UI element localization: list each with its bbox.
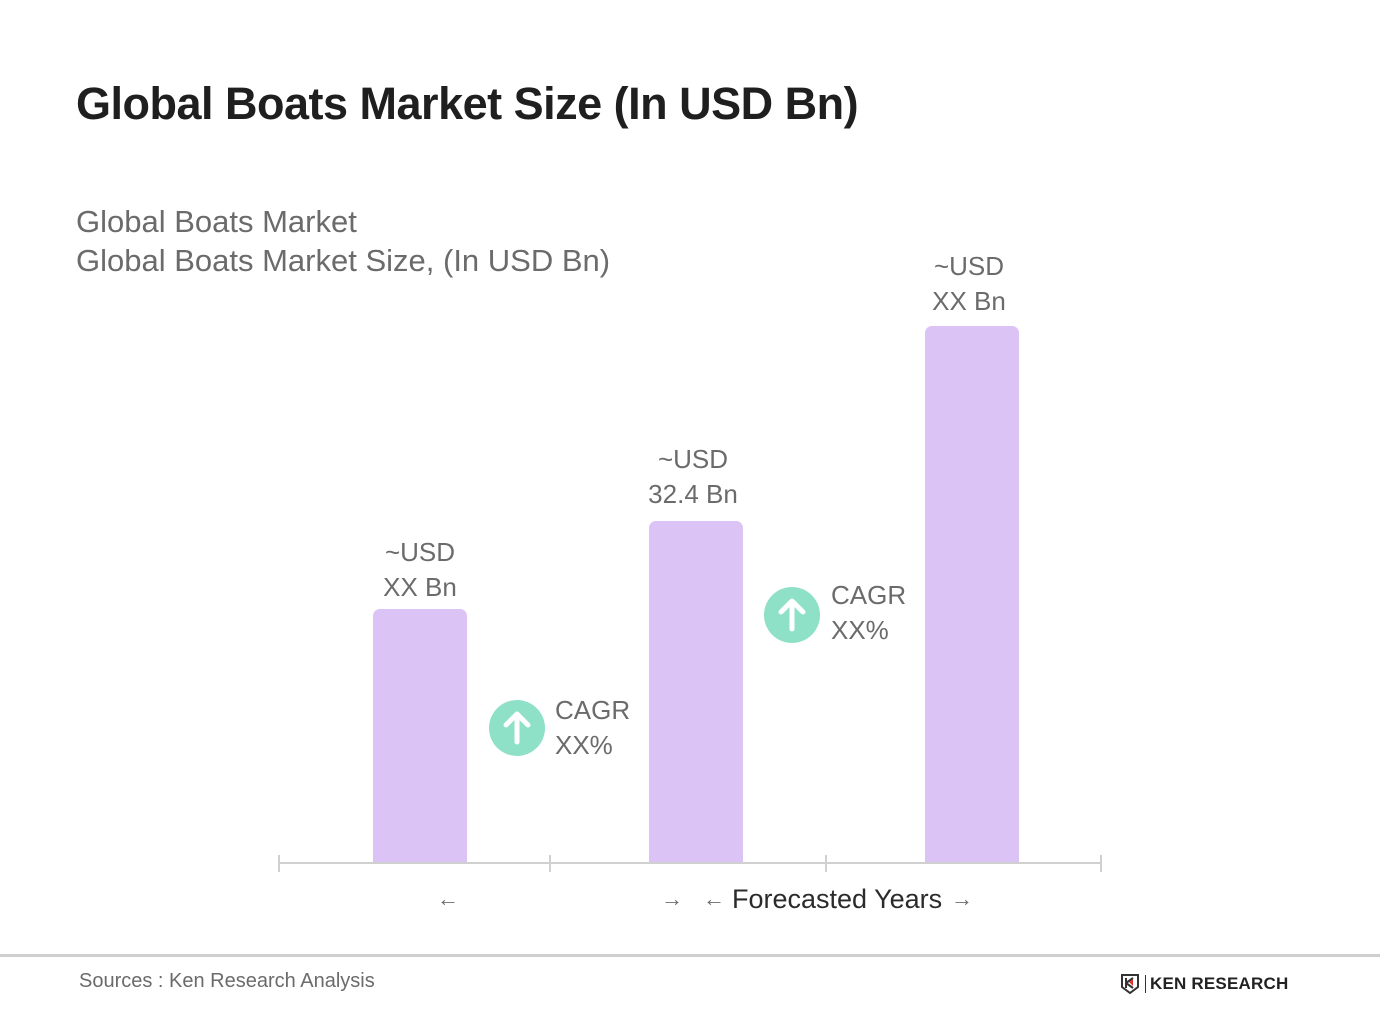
bar-label-1-line2: XX Bn — [383, 572, 457, 602]
bar-label-2-line1: ~USD — [657, 444, 729, 474]
bar-3 — [925, 326, 1019, 863]
cagr-text-2: CAGR XX% — [831, 578, 906, 648]
cagr-value-1: XX% — [555, 730, 613, 760]
logo-text: KEN RESEARCH — [1150, 974, 1289, 993]
right-arrow-icon-forecast: → — [951, 886, 973, 911]
chart-subtitle-line2: Global Boats Market Size, (In USD Bn) — [76, 243, 611, 278]
cagr-label-2: CAGR — [831, 580, 907, 610]
x-axis-tick-3 — [825, 855, 827, 872]
bar-2 — [649, 521, 743, 863]
bar-label-2-line2: 32.4 Bn — [648, 479, 738, 509]
logo-separator — [1145, 975, 1146, 993]
source-text: Sources : Ken Research Analysis — [79, 970, 375, 992]
cagr-value-2: XX% — [831, 615, 889, 645]
left-arrow-icon-forecast: ← — [703, 886, 725, 911]
x-axis-tick-4 — [1100, 855, 1102, 872]
left-arrow-icon-historical: ← — [437, 886, 459, 911]
bar-label-1-line1: ~USD — [384, 537, 456, 567]
ken-research-logo: KEN RESEARCH — [1120, 973, 1288, 995]
cagr-label-1: CAGR — [555, 695, 631, 725]
bar-label-1: ~USD XX Bn — [340, 535, 500, 605]
chart-title: Global Boats Market Size (In USD Bn) — [76, 78, 859, 129]
right-arrow-icon-historical: → — [661, 886, 683, 911]
bar-label-3-line1: ~USD — [933, 251, 1005, 281]
bar-1 — [373, 609, 467, 863]
cagr-up-arrow-icon-1 — [489, 700, 545, 756]
bar-label-3: ~USD XX Bn — [889, 249, 1049, 319]
cagr-up-arrow-icon-2 — [764, 587, 820, 643]
bar-label-2: ~USD 32.4 Bn — [613, 442, 773, 512]
x-axis-tick-1 — [278, 855, 280, 872]
footer-divider — [0, 954, 1380, 957]
chart-subtitle-line1: Global Boats Market — [76, 204, 357, 239]
forecast-years-label: Forecasted Years — [732, 884, 943, 914]
bar-label-3-line2: XX Bn — [932, 286, 1006, 316]
x-axis-tick-2 — [549, 855, 551, 872]
x-axis-line — [279, 862, 1101, 864]
ken-shield-icon — [1121, 974, 1139, 995]
cagr-text-1: CAGR XX% — [555, 693, 630, 763]
